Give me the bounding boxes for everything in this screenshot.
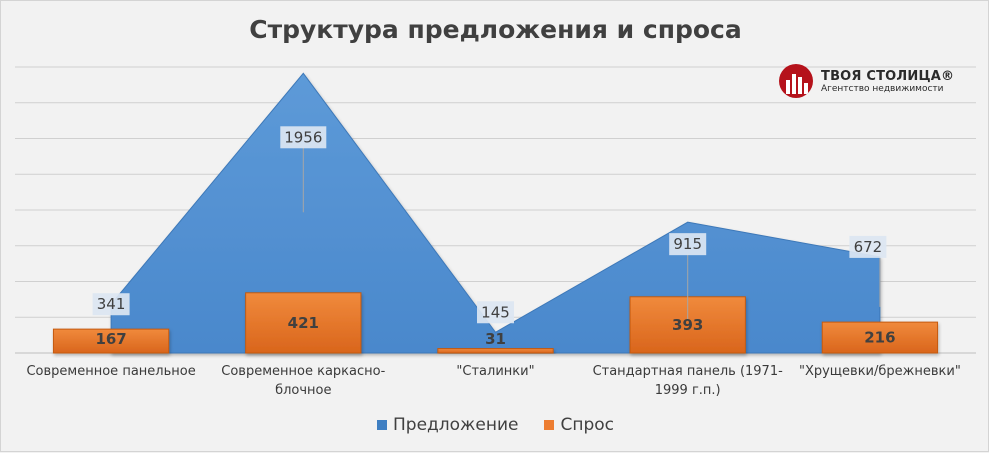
data-label-demand: 31 xyxy=(485,330,506,348)
data-label-text: 672 xyxy=(854,238,883,256)
legend-label-demand: Спрос xyxy=(560,415,614,435)
data-label-supply: 915 xyxy=(669,233,707,256)
x-tick-label: Современное панельное xyxy=(26,364,196,379)
chart-legend: Предложение Спрос xyxy=(1,415,989,435)
legend-item-supply: Предложение xyxy=(377,415,518,435)
data-label-demand: 216 xyxy=(864,329,895,347)
x-tick-label: "Сталинки" xyxy=(456,364,535,379)
bar-demand xyxy=(821,321,939,354)
data-label-demand: 421 xyxy=(288,314,319,332)
brand-logo: ТВОЯ СТОЛИЦА® Агентство недвижимости xyxy=(779,63,979,99)
legend-swatch-demand xyxy=(544,420,555,430)
bar-demand xyxy=(52,328,170,354)
data-label-bg xyxy=(280,126,327,149)
legend-item-demand: Спрос xyxy=(544,415,614,435)
logo-subtitle: Агентство недвижимости xyxy=(821,83,944,94)
x-tick-label: Современное каркасно-блочное xyxy=(221,364,386,398)
logo-name: ТВОЯ СТОЛИЦА® xyxy=(821,68,955,84)
bar-demand xyxy=(437,348,554,354)
x-tick-label: "Хрущевки/брежневки" xyxy=(798,364,961,379)
x-tick-label: Стандартная панель (1971-1999 г.п.) xyxy=(592,364,783,398)
data-label-text: 341 xyxy=(97,295,126,313)
chart-title: Структура предложения и спроса xyxy=(249,15,742,44)
data-label-supply: 145 xyxy=(477,301,514,324)
data-label-text: 145 xyxy=(481,303,510,321)
bar-demand xyxy=(245,292,362,354)
building-icon xyxy=(779,64,813,98)
data-label-bg xyxy=(92,293,130,316)
data-label-bg xyxy=(477,301,514,324)
data-label-text: 915 xyxy=(673,235,702,253)
data-label-bg xyxy=(849,235,887,258)
data-label-demand: 393 xyxy=(672,316,703,334)
data-label-text: 1956 xyxy=(284,128,322,146)
data-label-supply: 341 xyxy=(92,293,130,316)
data-label-supply: 1956 xyxy=(280,126,327,149)
legend-swatch-supply xyxy=(377,420,387,430)
data-label-demand: 167 xyxy=(95,330,126,348)
data-label-bg xyxy=(669,233,707,256)
legend-label-supply: Предложение xyxy=(393,415,519,435)
data-label-supply: 672 xyxy=(849,235,887,258)
